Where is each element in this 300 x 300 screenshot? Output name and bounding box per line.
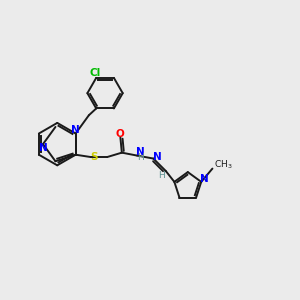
Text: N: N — [200, 174, 209, 184]
Text: H: H — [137, 153, 144, 162]
Text: N: N — [39, 143, 47, 153]
Text: Cl: Cl — [89, 68, 100, 78]
Text: O: O — [116, 128, 125, 139]
Text: CH$_3$: CH$_3$ — [214, 158, 232, 171]
Text: N: N — [136, 147, 145, 157]
Text: N: N — [152, 152, 161, 162]
Text: N: N — [71, 125, 80, 135]
Text: H: H — [158, 170, 165, 179]
Text: S: S — [90, 152, 98, 162]
